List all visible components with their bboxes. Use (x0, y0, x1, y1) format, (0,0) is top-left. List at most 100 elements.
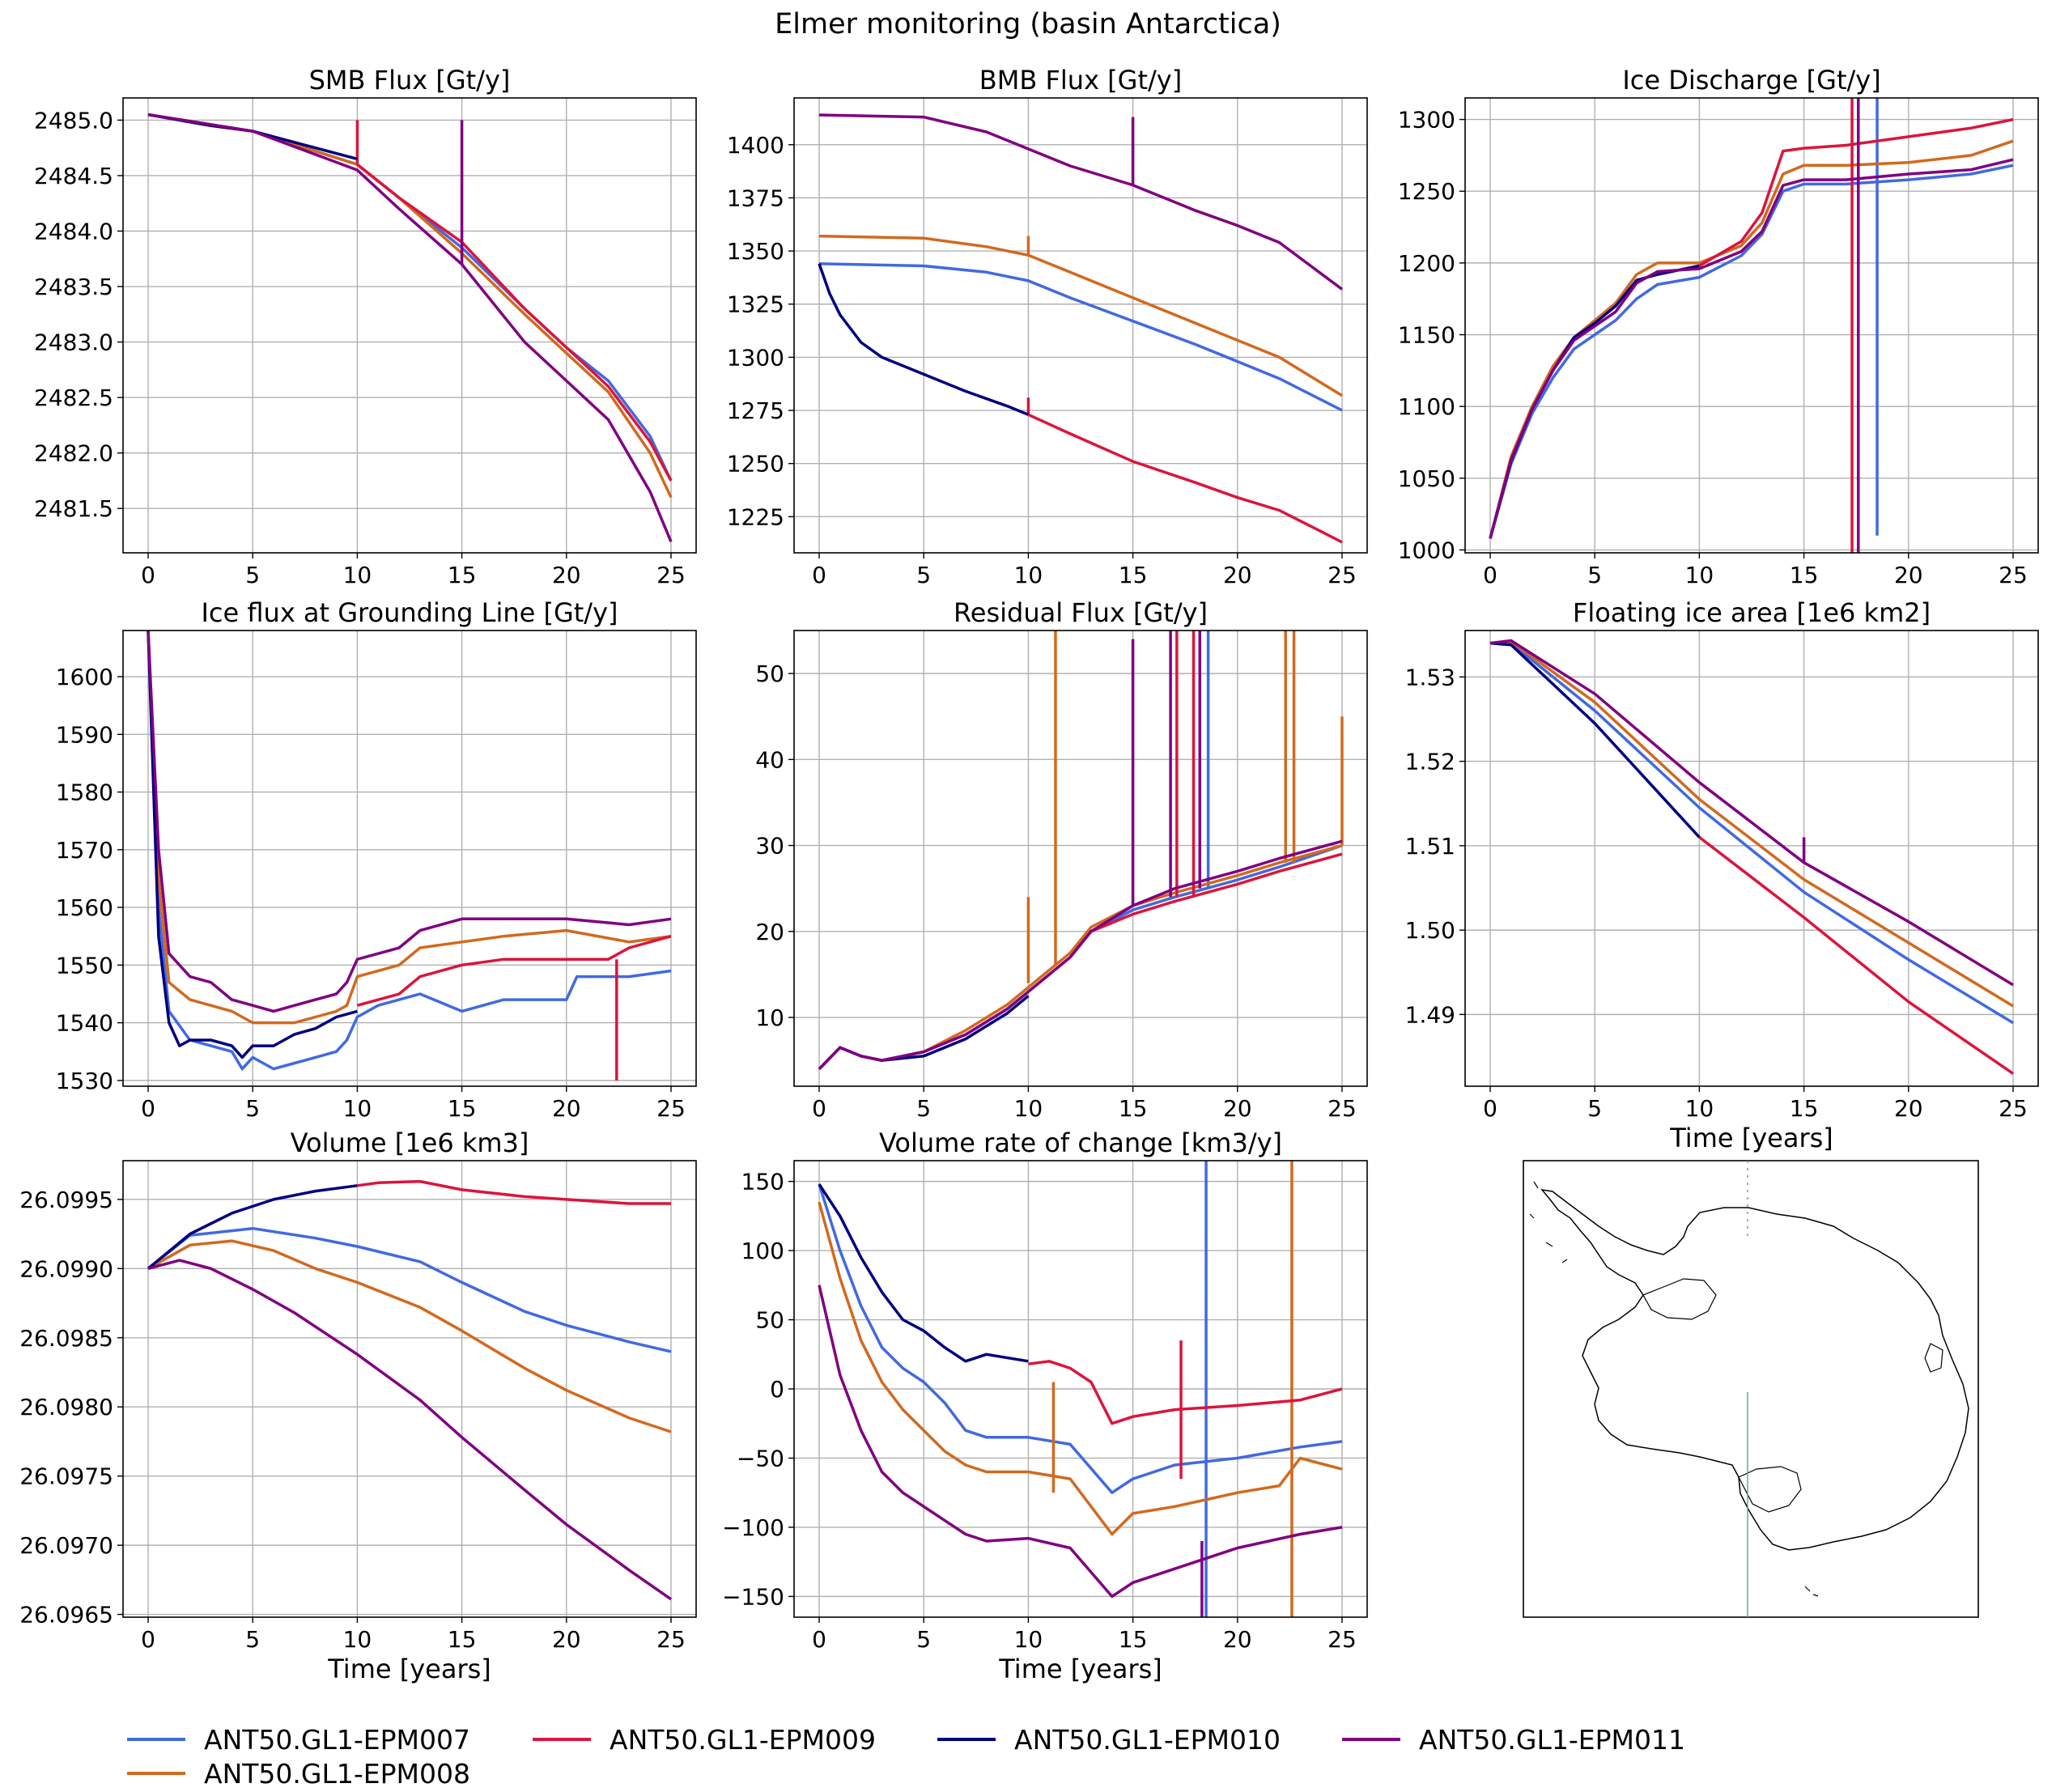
x-tick-label: 0 (812, 1095, 826, 1122)
chart-title: Ice Discharge [Gt/y] (1622, 65, 1880, 96)
y-tick-label: 1530 (56, 1068, 113, 1094)
y-tick-label: 40 (755, 746, 784, 773)
x-tick-label: 15 (448, 1095, 477, 1122)
legend-label-epm008: ANT50.GL1-EPM008 (204, 1758, 470, 1790)
axes-frame (793, 97, 1368, 554)
y-tick-label: 100 (741, 1238, 784, 1264)
y-tick-label: 1050 (1398, 465, 1455, 492)
x-tick-label: 25 (1327, 1095, 1357, 1122)
chart-title: Volume rate of change [km3/y] (879, 1127, 1282, 1158)
series-line-ant50-gl1-epm009 (1028, 1360, 1343, 1425)
legend-label-epm010: ANT50.GL1-EPM010 (1014, 1724, 1281, 1756)
y-tick-label: −50 (737, 1445, 784, 1471)
y-tick-label: 1550 (56, 952, 113, 979)
y-tick-label: 2482.5 (34, 384, 113, 411)
series-line-ant50-gl1-epm008 (818, 1201, 1343, 1536)
y-tick-label: 2483.0 (34, 329, 113, 356)
chart-ice-discharge-gt-y: 0 5 10 15 20 25 1000 1050 1100 1150 1200 1250 1300 Ic… (1398, 65, 2039, 588)
y-tick-label: 1300 (1398, 107, 1455, 134)
x-tick-label: 25 (656, 1095, 686, 1122)
y-tick-label: 1.49 (1405, 1001, 1455, 1028)
x-tick-label: 15 (448, 562, 477, 588)
legend-entry-epm009: ANT50.GL1-EPM009 (533, 1724, 876, 1756)
axes-frame (122, 97, 697, 554)
y-tick-label: 1540 (56, 1010, 113, 1037)
x-tick-label: 15 (1119, 1095, 1148, 1122)
y-tick-label: 2482.0 (34, 440, 113, 467)
x-tick-label: 10 (1014, 1626, 1043, 1653)
x-tick-label: 25 (1999, 1095, 2028, 1122)
y-tick-label: −150 (722, 1583, 784, 1610)
series-line-ant50-gl1-epm011 (1489, 158, 2014, 539)
x-tick-label: 20 (1894, 562, 1923, 588)
y-tick-label: 1350 (727, 238, 784, 265)
chart-title: SMB Flux [Gt/y] (309, 65, 511, 96)
y-tick-label: 1225 (727, 503, 784, 530)
chart-ice-flux-at-grounding-line-gt-y: 0 5 10 15 20 25 1530 1540 1550 1560 1570 1580 1590 16… (56, 597, 697, 1122)
series-line-ant50-gl1-epm007 (818, 262, 1343, 412)
series-line-ant50-gl1-epm011 (147, 631, 672, 1013)
x-tick-label: 25 (656, 562, 686, 588)
y-tick-label: 1100 (1398, 393, 1455, 420)
legend-entry-epm008: ANT50.GL1-EPM008 (127, 1758, 470, 1790)
y-tick-label: 2484.0 (34, 218, 113, 244)
x-tick-label: 20 (1223, 1095, 1252, 1122)
x-tick-label: 0 (812, 1626, 826, 1653)
x-tick-label: 15 (1790, 1095, 1819, 1122)
chart-volume-1e6-km3: 0 5 10 15 20 25 26.0965 26.0970 26.0975 26.0980 26… (19, 1127, 697, 1684)
series-line-ant50-gl1-epm009 (1698, 117, 2014, 267)
chart-title: Ice flux at Grounding Line [Gt/y] (201, 597, 618, 628)
x-tick-label: 20 (552, 562, 581, 588)
series-line-ant50-gl1-epm009 (357, 1179, 671, 1205)
y-tick-label: 1300 (727, 344, 784, 371)
x-tick-label: 10 (1014, 562, 1043, 588)
y-tick-label: 1400 (727, 132, 784, 159)
y-tick-label: 1.53 (1405, 664, 1455, 690)
chart-panels: 0 5 10 15 20 25 2481.5 2482.0 2482.5 2483.0 2483.5… (19, 65, 2039, 1684)
y-tick-label: 50 (755, 1307, 784, 1334)
x-tick-label: 0 (141, 562, 155, 588)
figure-title: Elmer monitoring (basin Antarctica) (775, 8, 1281, 40)
map-frame (1523, 1160, 1979, 1618)
series-line-ant50-gl1-epm008 (147, 631, 672, 1025)
x-tick-label: 15 (448, 1626, 477, 1653)
series-line-ant50-gl1-epm010 (147, 631, 358, 1059)
axes-frame (122, 630, 697, 1087)
chart-title: Residual Flux [Gt/y] (954, 597, 1208, 628)
x-tick-label: 15 (1119, 1626, 1148, 1653)
x-tick-label: 0 (141, 1626, 155, 1653)
y-tick-label: 26.0990 (19, 1255, 113, 1282)
chart-smb-flux-gt-y: 0 5 10 15 20 25 2481.5 2482.0 2482.5 2483.0 2483.5… (34, 65, 697, 588)
y-tick-label: 0 (770, 1376, 784, 1403)
chart-title: Volume [1e6 km3] (291, 1127, 529, 1158)
x-tick-label: 10 (1685, 562, 1714, 588)
y-tick-label: 2485.0 (34, 107, 113, 134)
x-tick-label: 15 (1119, 562, 1148, 588)
y-tick-label: 30 (755, 833, 784, 860)
y-tick-label: 1250 (727, 451, 784, 478)
antarctica-map-panel (1523, 1160, 1979, 1618)
series-line-ant50-gl1-epm009 (1698, 836, 2014, 1075)
y-tick-label: −100 (722, 1514, 784, 1541)
x-tick-label: 5 (245, 1626, 260, 1653)
y-tick-label: 2483.5 (34, 274, 113, 300)
series-group (1489, 98, 2014, 553)
series-line-ant50-gl1-epm010 (818, 263, 1030, 416)
x-tick-label: 10 (343, 562, 372, 588)
legend-label-epm007: ANT50.GL1-EPM007 (204, 1724, 470, 1756)
x-tick-label: 0 (1483, 562, 1497, 588)
y-tick-label: 1275 (727, 397, 784, 424)
x-tick-label: 10 (1014, 1095, 1043, 1122)
ice-shelf-ronne (1642, 1278, 1717, 1320)
y-tick-label: 26.0980 (19, 1394, 113, 1420)
series-line-ant50-gl1-epm011 (1489, 639, 2014, 987)
x-tick-label: 5 (1587, 1095, 1602, 1122)
series-line-ant50-gl1-epm008 (147, 1239, 672, 1433)
series-group (147, 631, 672, 1081)
x-tick-label: 10 (343, 1095, 372, 1122)
y-tick-label: 150 (741, 1169, 784, 1195)
x-tick-label: 15 (1790, 562, 1819, 588)
y-tick-label: 1200 (1398, 250, 1455, 277)
x-axis-label: Time [years] (1669, 1123, 1833, 1153)
x-tick-label: 5 (245, 562, 260, 588)
